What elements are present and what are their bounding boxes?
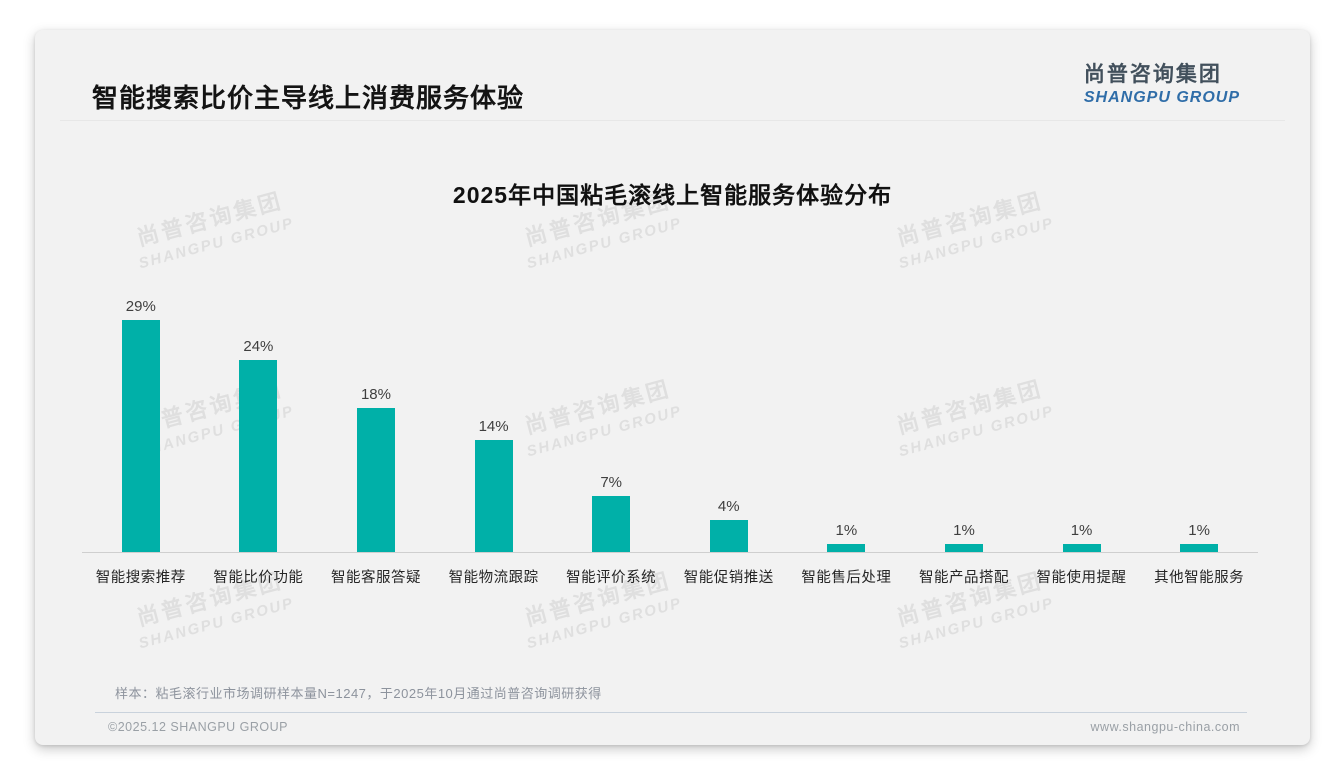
bar-chart-plot-area: 29% 24% 18% 14% 7% 4% 1% 1% 1% 1%	[82, 288, 1258, 553]
x-axis-label: 智能评价系统	[566, 570, 657, 586]
x-axis-label: 智能客服答疑	[330, 570, 421, 586]
bar	[1180, 544, 1219, 552]
x-axis-label: 智能售后处理	[801, 570, 892, 586]
x-axis-category-labels: 智能搜索推荐 智能比价功能 智能客服答疑 智能物流跟踪 智能评价系统 智能促销推送 智能售后…	[82, 566, 1258, 587]
bar	[827, 544, 866, 552]
bar-value-label: 18%	[360, 386, 391, 403]
x-axis-label: 智能产品搭配	[918, 570, 1009, 586]
x-axis-label: 其他智能服务	[1154, 570, 1245, 586]
footer-copyright: ©2025.12 SHANGPU GROUP	[108, 720, 288, 734]
bar-column: 24%	[200, 288, 318, 552]
bar-value-label: 29%	[125, 298, 156, 315]
bar	[239, 360, 278, 552]
footer-divider	[95, 712, 1247, 713]
bar-value-label: 14%	[478, 418, 509, 435]
bar-value-label: 24%	[243, 338, 274, 355]
footer-url: www.shangpu-china.com	[1090, 720, 1240, 734]
sample-note: 样本：粘毛滚行业市场调研样本量N=1247，于2025年10月通过尚普咨询调研获…	[115, 686, 602, 701]
chart-title: 2025年中国粘毛滚线上智能服务体验分布	[452, 182, 893, 208]
bar-value-label: 1%	[835, 522, 858, 539]
bar-value-label: 4%	[717, 498, 740, 515]
bar	[944, 544, 983, 552]
bar-column: 18%	[317, 288, 435, 552]
logo-english-text: SHANGPU GROUP	[1083, 89, 1240, 106]
bar-value-label: 1%	[1188, 522, 1210, 539]
bar-value-label: 7%	[600, 474, 623, 491]
x-axis-label: 智能搜索推荐	[95, 570, 186, 586]
bar	[592, 496, 631, 552]
logo-chinese-text: 尚普咨询集团	[1083, 63, 1222, 86]
bar	[474, 440, 513, 552]
header-divider	[60, 120, 1285, 121]
page-title: 智能搜索比价主导线上消费服务体验	[92, 83, 525, 113]
bar-value-label: 1%	[1070, 522, 1093, 539]
bar-value-label: 1%	[953, 522, 975, 539]
x-axis-label: 智能物流跟踪	[448, 570, 539, 586]
bar-column: 1%	[1023, 288, 1141, 552]
bar-column: 1%	[905, 288, 1023, 552]
bar-column: 29%	[82, 288, 200, 552]
report-slide: 尚普咨询集团 SHANGPU GROUP 尚普咨询集团 SHANGPU GROUP 尚普…	[35, 30, 1310, 745]
bar-column: 4%	[670, 288, 788, 552]
bar	[709, 520, 748, 552]
bar-column: 7%	[552, 288, 670, 552]
bar-column: 1%	[1140, 288, 1258, 552]
x-axis-label: 智能使用提醒	[1036, 570, 1127, 586]
bar-column: 14%	[435, 288, 553, 552]
bar	[356, 408, 395, 552]
bar	[121, 320, 160, 552]
bar-column: 1%	[788, 288, 906, 552]
x-axis-label: 智能促销推送	[683, 570, 774, 586]
bar	[1062, 544, 1101, 552]
x-axis-label: 智能比价功能	[213, 570, 304, 586]
company-logo: 尚普咨询集团 SHANGPU GROUP	[1084, 58, 1240, 107]
